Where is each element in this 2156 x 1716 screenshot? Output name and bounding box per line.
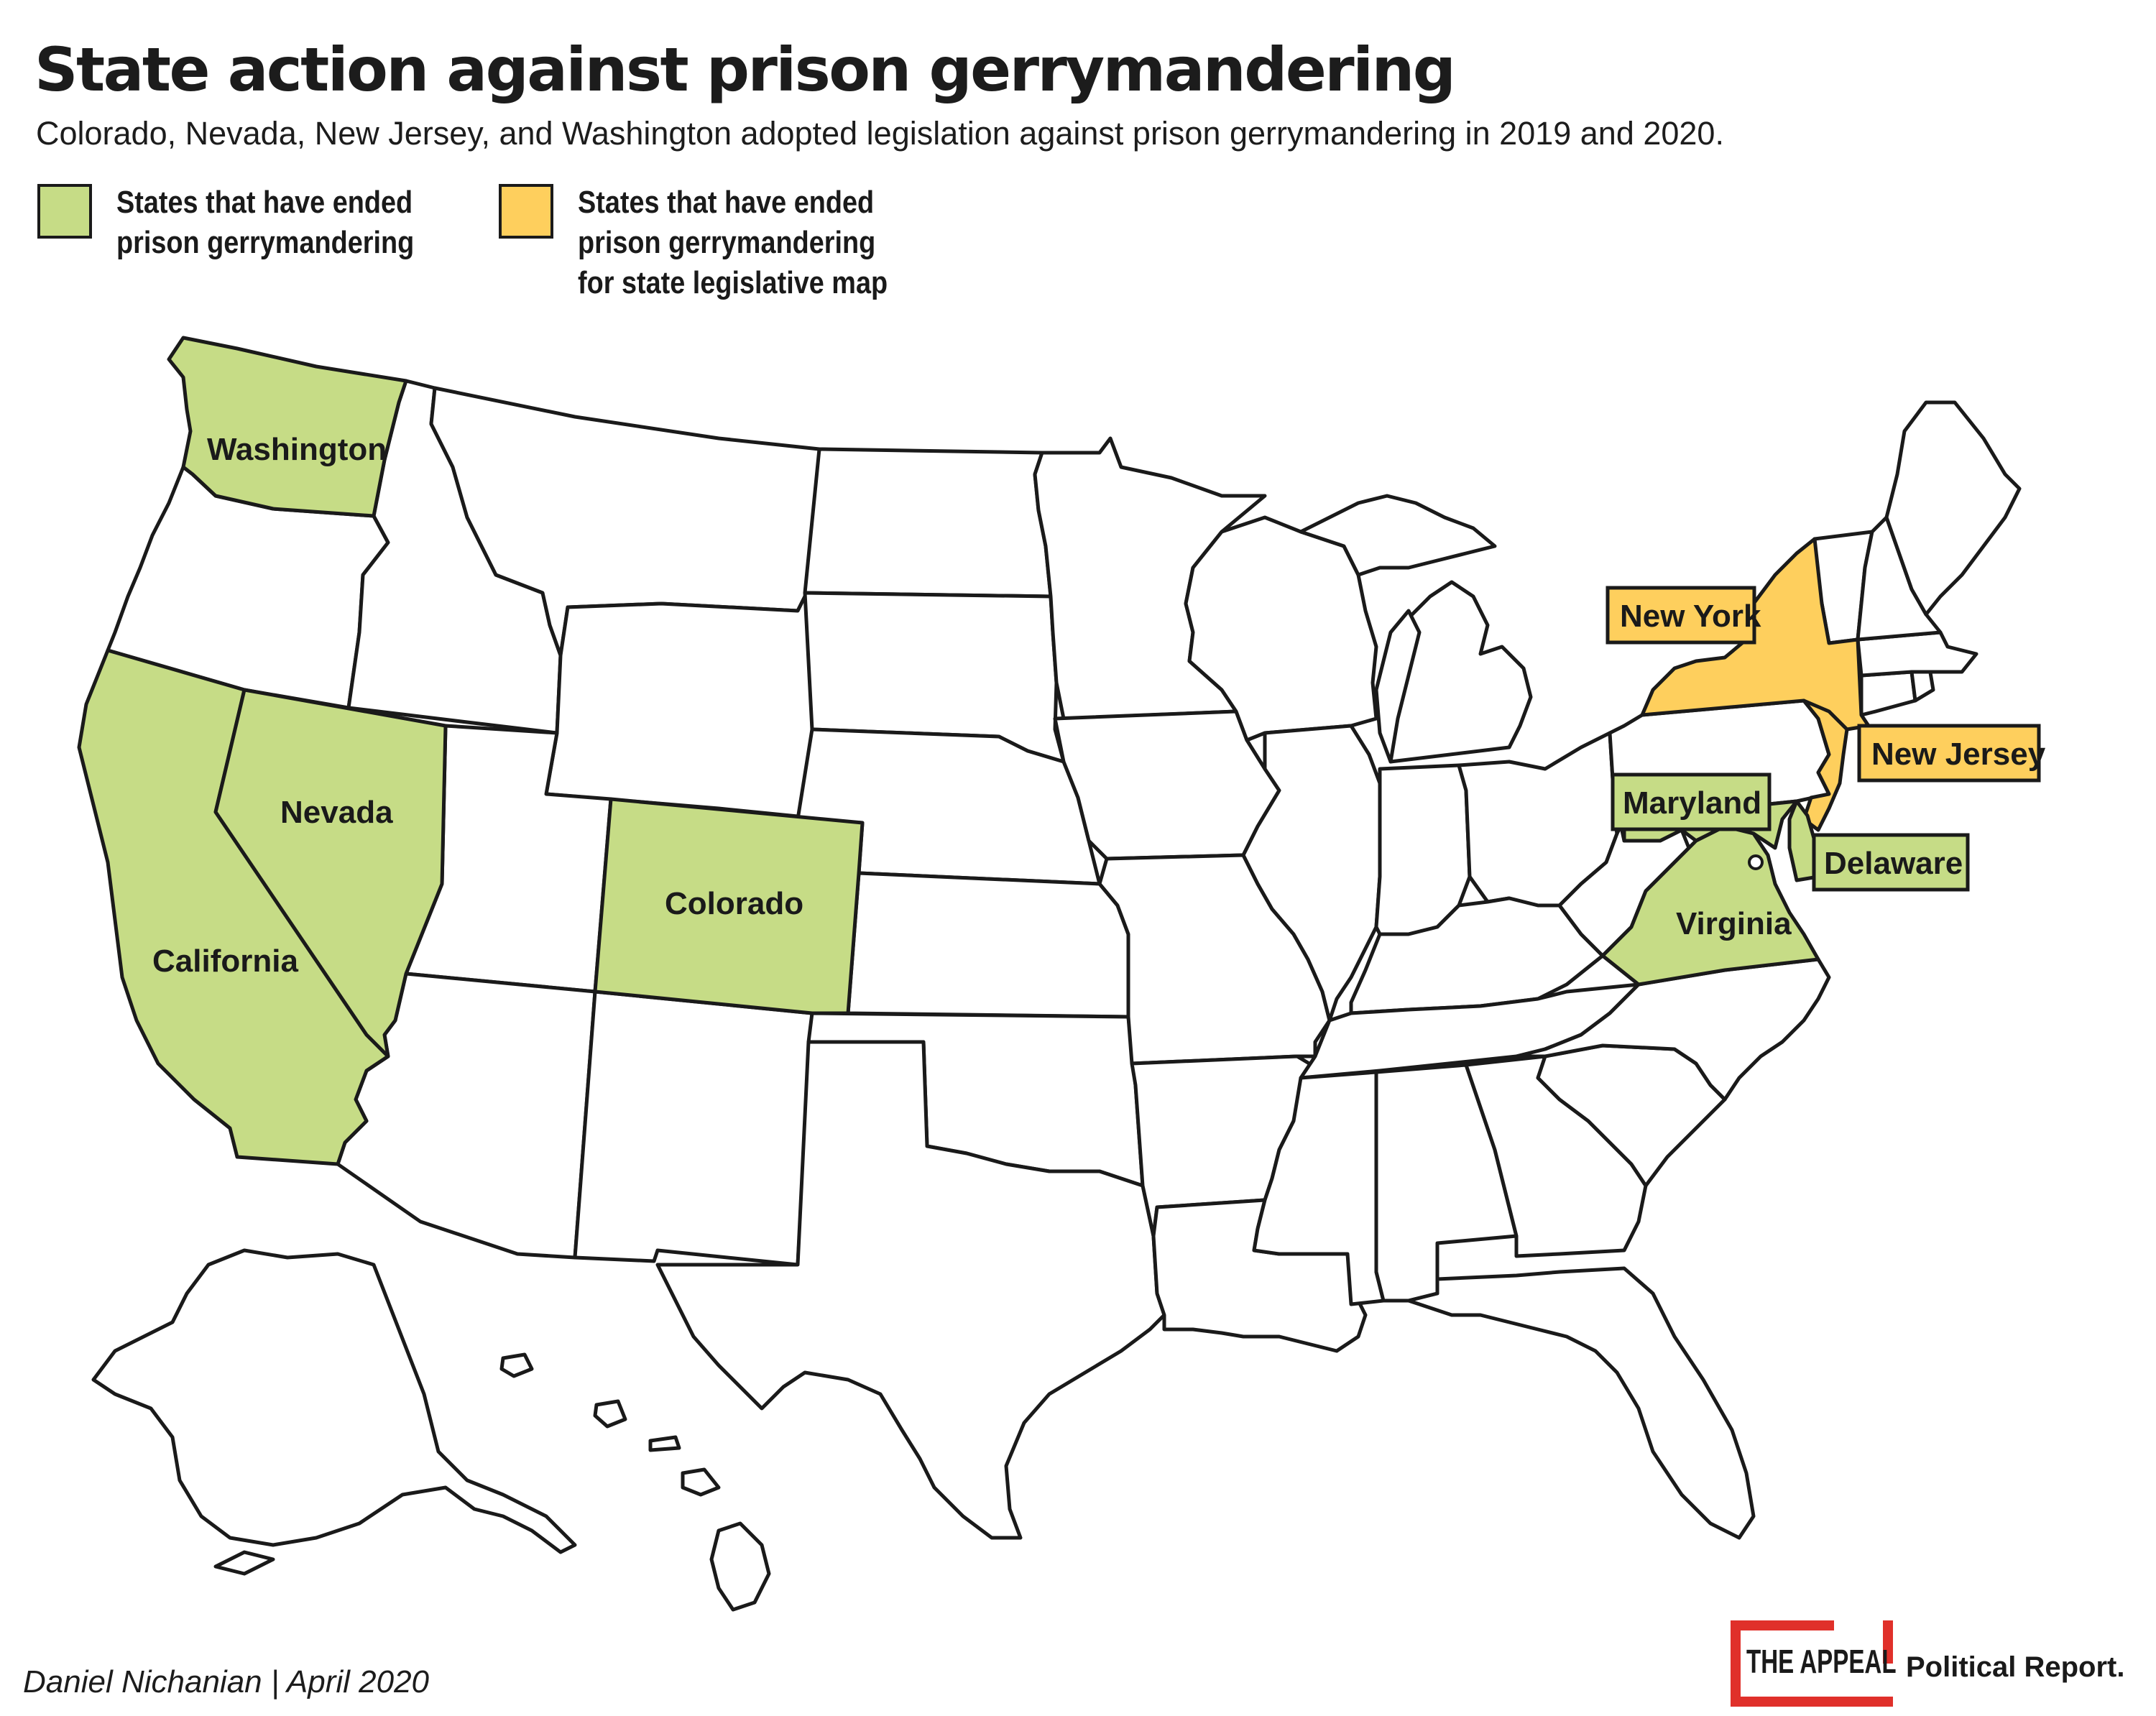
legend-ended-line1: States that have ended [116,185,413,220]
legend-swatch-yellow [499,184,553,239]
label-nevada: Nevada [280,795,393,830]
hawaii-oahu [593,1399,627,1429]
alaska-aleutians [213,1550,275,1576]
label-washington: Washington [207,432,387,467]
map-title: State action against prison gerrymanderi… [34,34,1456,105]
legend-sl-line1: States that have ended [578,185,875,220]
legend-sl-line3: for state legislative map [578,265,888,300]
state-new-mexico [573,990,814,1267]
state-massachusetts [1856,630,1978,678]
legend-label-ended: States that have ended prison gerrymande… [116,183,414,263]
label-colorado: Colorado [665,886,803,921]
label-maryland: Maryland [1623,785,1761,821]
the-appeal-logo: THE APPEAL Political Report. [1731,1620,2125,1707]
legend-sl-line2: prison gerrymandering [578,225,876,260]
logo-mark: THE APPEAL [1731,1620,1897,1707]
label-california: California [152,944,298,979]
hawaii-big-island [709,1521,771,1612]
lake-michigan [1374,609,1422,764]
legend-label-state-legislative: States that have ended prison gerrymande… [578,183,888,303]
label-new-york: New York [1620,599,1761,634]
logo-frame [1731,1620,1893,1707]
legend-swatch-green [37,184,92,239]
callout-new-jersey: New Jersey [1857,724,2046,783]
state-washington [167,336,408,518]
logo-name: THE APPEAL [1746,1643,1897,1680]
callout-delaware: Delaware [1812,833,1970,892]
state-colorado [593,797,865,1015]
callout-new-york: New York [1606,586,1761,645]
hawaii-molokai [648,1435,681,1452]
state-nevada [213,688,448,1058]
state-alaska [91,1248,577,1554]
state-texas [655,1040,1166,1540]
credit-line: Daniel Nichanian | April 2020 [23,1664,430,1699]
logo-subtitle: Political Report. [1906,1651,2125,1683]
map-subtitle: Colorado, Nevada, New Jersey, and Washin… [36,115,1724,152]
legend-item-ended: States that have ended prison gerrymande… [37,184,463,263]
hawaii-maui [681,1467,721,1497]
legend-item-state-legislative: States that have ended prison gerrymande… [499,184,938,303]
label-delaware: Delaware [1824,846,1963,881]
state-michigan-up [1299,494,1497,577]
dc-marker [1748,854,1764,870]
callout-maryland: Maryland [1611,772,1772,831]
hawaii-kauai [499,1352,534,1378]
state-kansas [846,871,1130,1019]
state-delaware [1787,799,1820,882]
legend-ended-line2: prison gerrymandering [116,225,415,260]
state-north-dakota [803,447,1053,599]
label-new-jersey: New Jersey [1871,737,2046,772]
state-florida [1406,1266,1756,1540]
state-maine [1884,400,2022,617]
label-virginia: Virginia [1676,906,1792,941]
state-north-carolina [1514,957,1831,1102]
state-connecticut [1859,670,1917,717]
